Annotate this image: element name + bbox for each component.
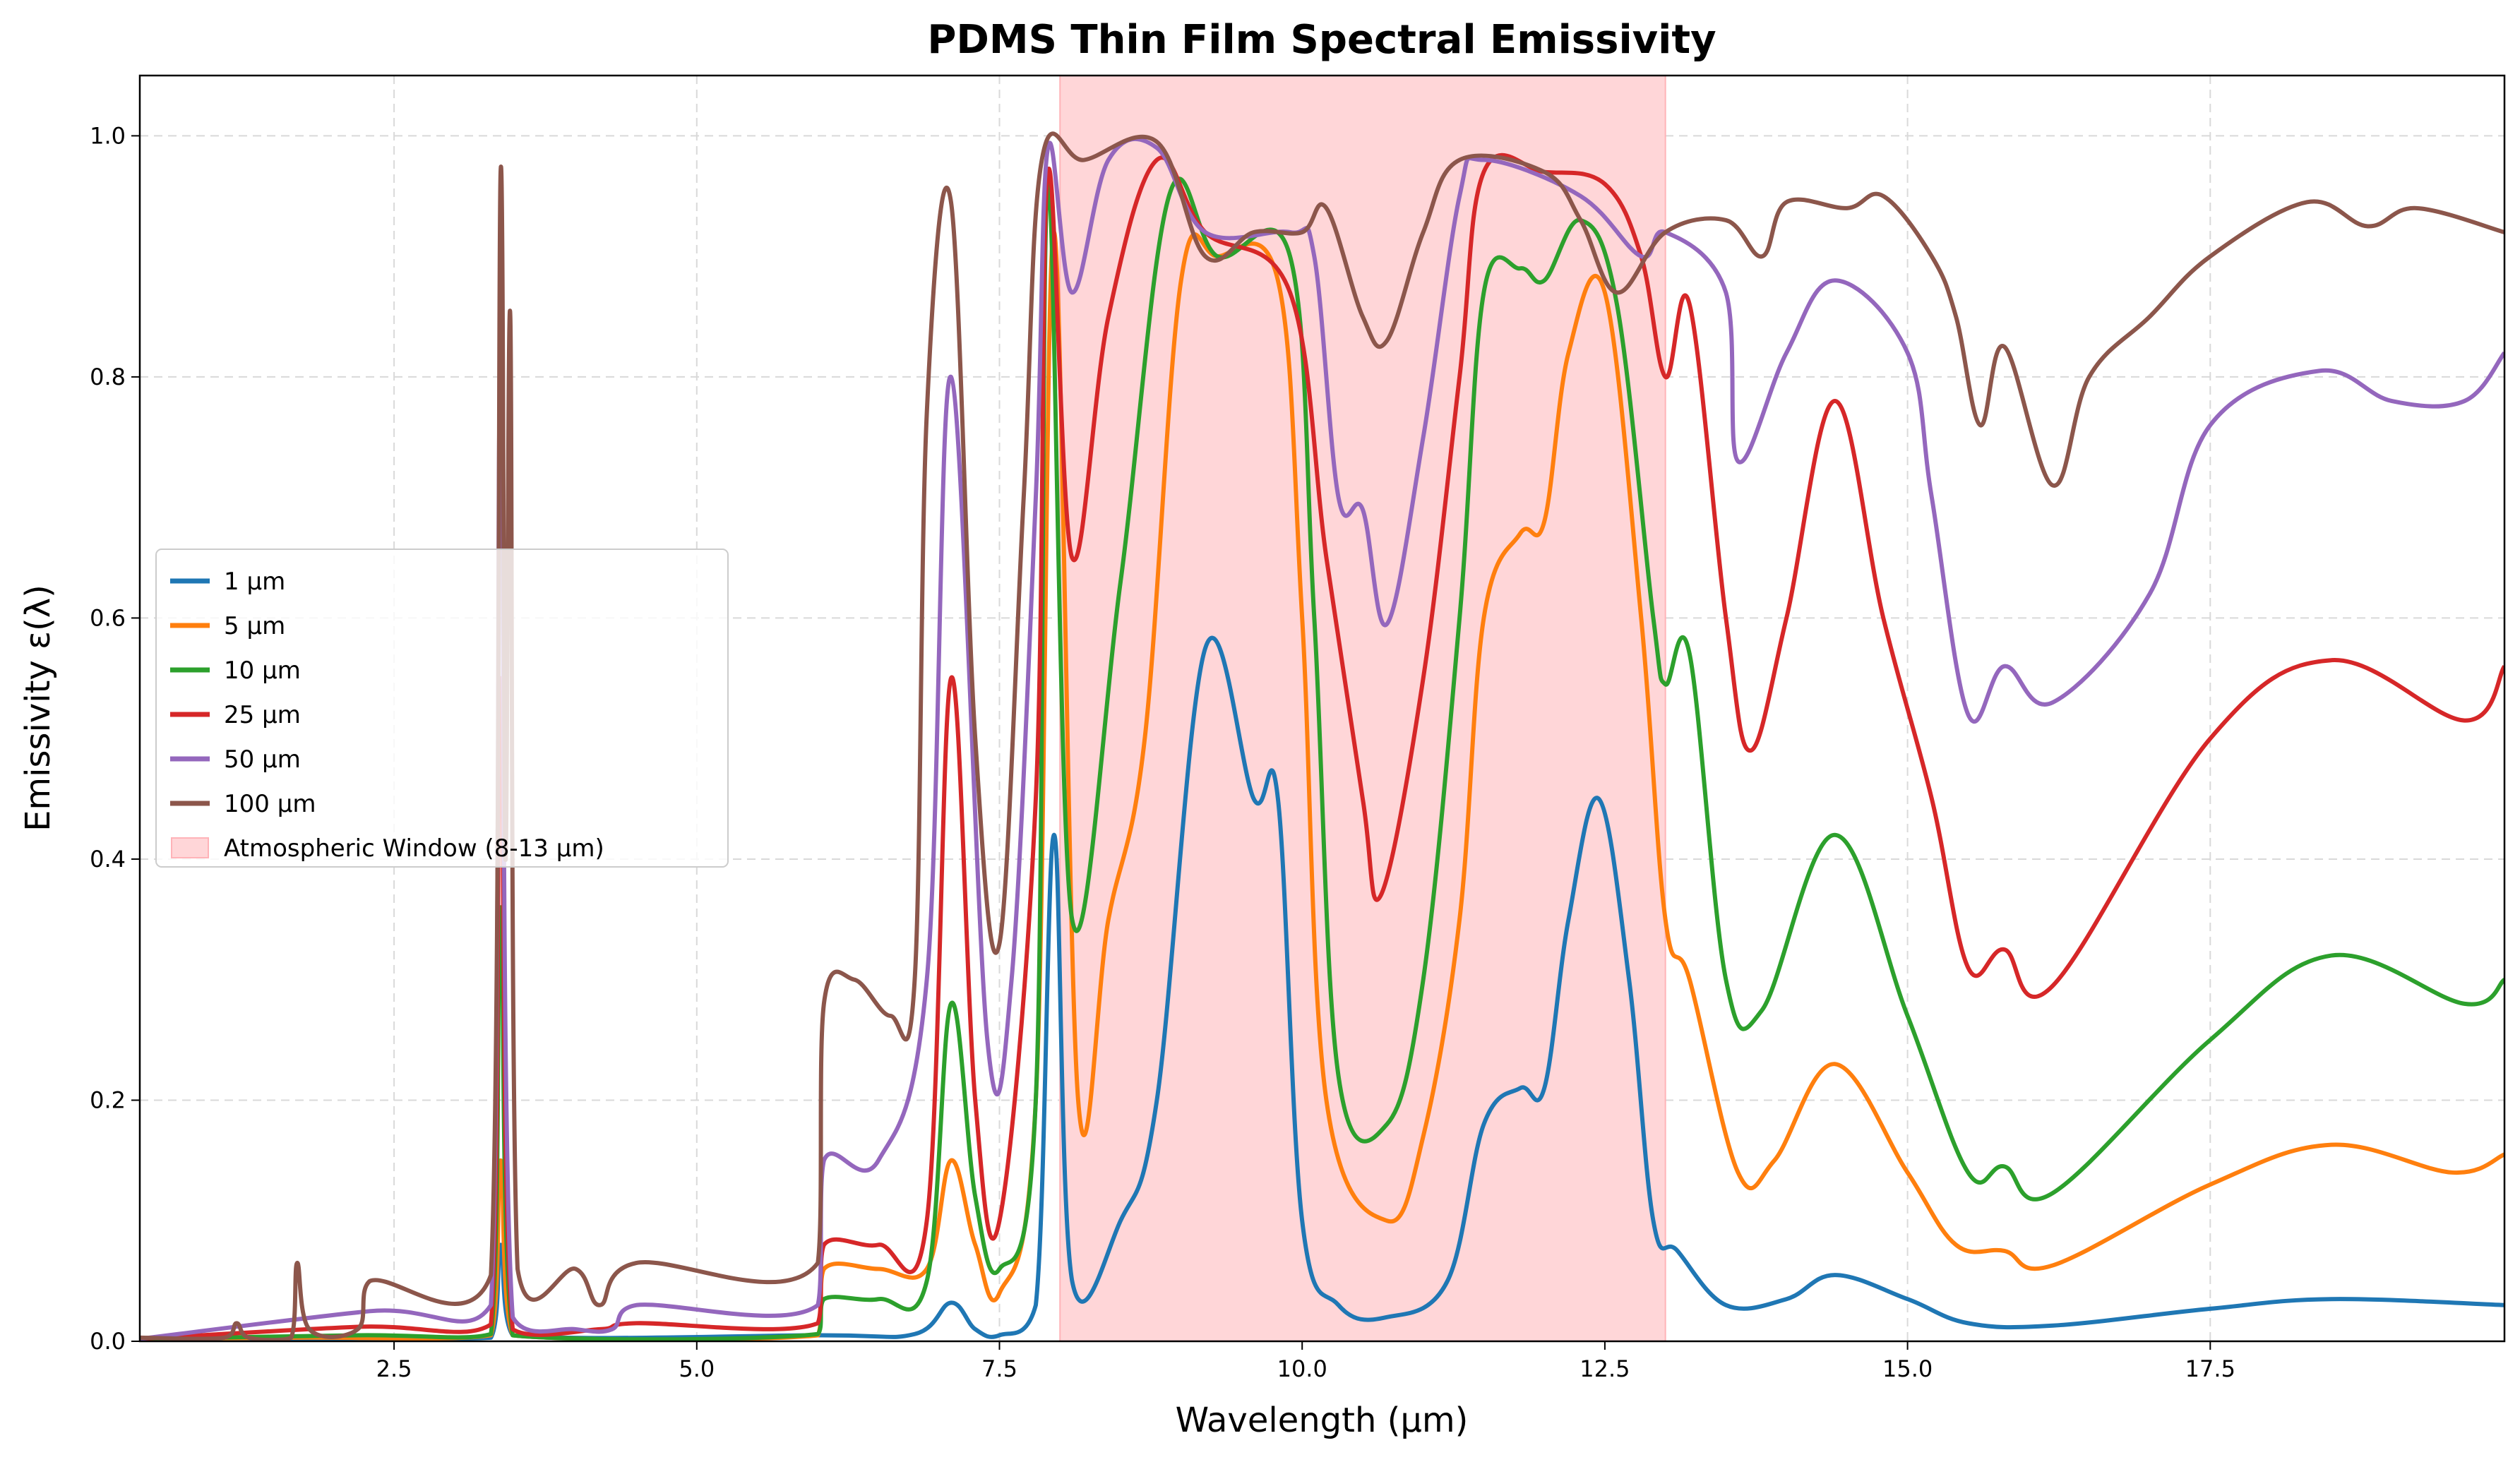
plot-frame <box>138 74 2506 1343</box>
legend-label: 5 µm <box>224 612 285 640</box>
legend-label: 50 µm <box>224 745 301 774</box>
series-line-25m <box>140 152 2504 1341</box>
x-axis-ticks: 2.5 5.0 7.5 10.0 12.5 15.0 17.5 <box>376 1341 2235 1382</box>
y-tick-label: 0.2 <box>90 1086 126 1113</box>
series-lines <box>140 131 2504 1341</box>
series-line-1m <box>140 635 2504 1341</box>
x-axis-label: Wavelength (µm) <box>1176 1401 1469 1440</box>
chart-title: PDMS Thin Film Spectral Emissivity <box>927 17 1716 63</box>
legend-label: 25 µm <box>224 701 301 729</box>
y-tick-label: 0.6 <box>90 604 126 631</box>
legend-box <box>155 549 729 868</box>
x-tick-label: 2.5 <box>376 1355 412 1382</box>
series-line-10m <box>140 176 2504 1341</box>
x-tick-label: 10.0 <box>1277 1355 1327 1382</box>
y-axis-label: Emissivity ε(λ) <box>18 585 58 832</box>
atmospheric-window-band <box>1059 75 1666 1342</box>
y-tick-label: 1.0 <box>90 122 126 149</box>
x-tick-label: 5.0 <box>679 1355 715 1382</box>
atmospheric-window-region <box>1059 75 1666 1342</box>
x-tick-label: 7.5 <box>981 1355 1017 1382</box>
y-tick-label: 0.0 <box>90 1328 126 1355</box>
legend-label: 100 µm <box>224 790 316 818</box>
legend-swatch-window <box>171 837 209 858</box>
y-tick-label: 0.4 <box>90 846 126 873</box>
x-tick-label: 15.0 <box>1882 1355 1933 1382</box>
legend-label: Atmospheric Window (8-13 µm) <box>224 834 604 863</box>
legend-label: 10 µm <box>224 657 301 685</box>
x-tick-label: 17.5 <box>2185 1355 2235 1382</box>
legend: 1 µm 5 µm 10 µm 25 µm 50 µm 100 µm Atmospheric… <box>155 549 729 868</box>
y-axis-ticks: 0.0 0.2 0.4 0.6 0.8 1.0 <box>90 122 140 1355</box>
series-line-100m <box>140 131 2504 1341</box>
legend-label: 1 µm <box>224 568 285 596</box>
y-tick-label: 0.8 <box>90 364 126 390</box>
x-tick-label: 12.5 <box>1580 1355 1630 1382</box>
